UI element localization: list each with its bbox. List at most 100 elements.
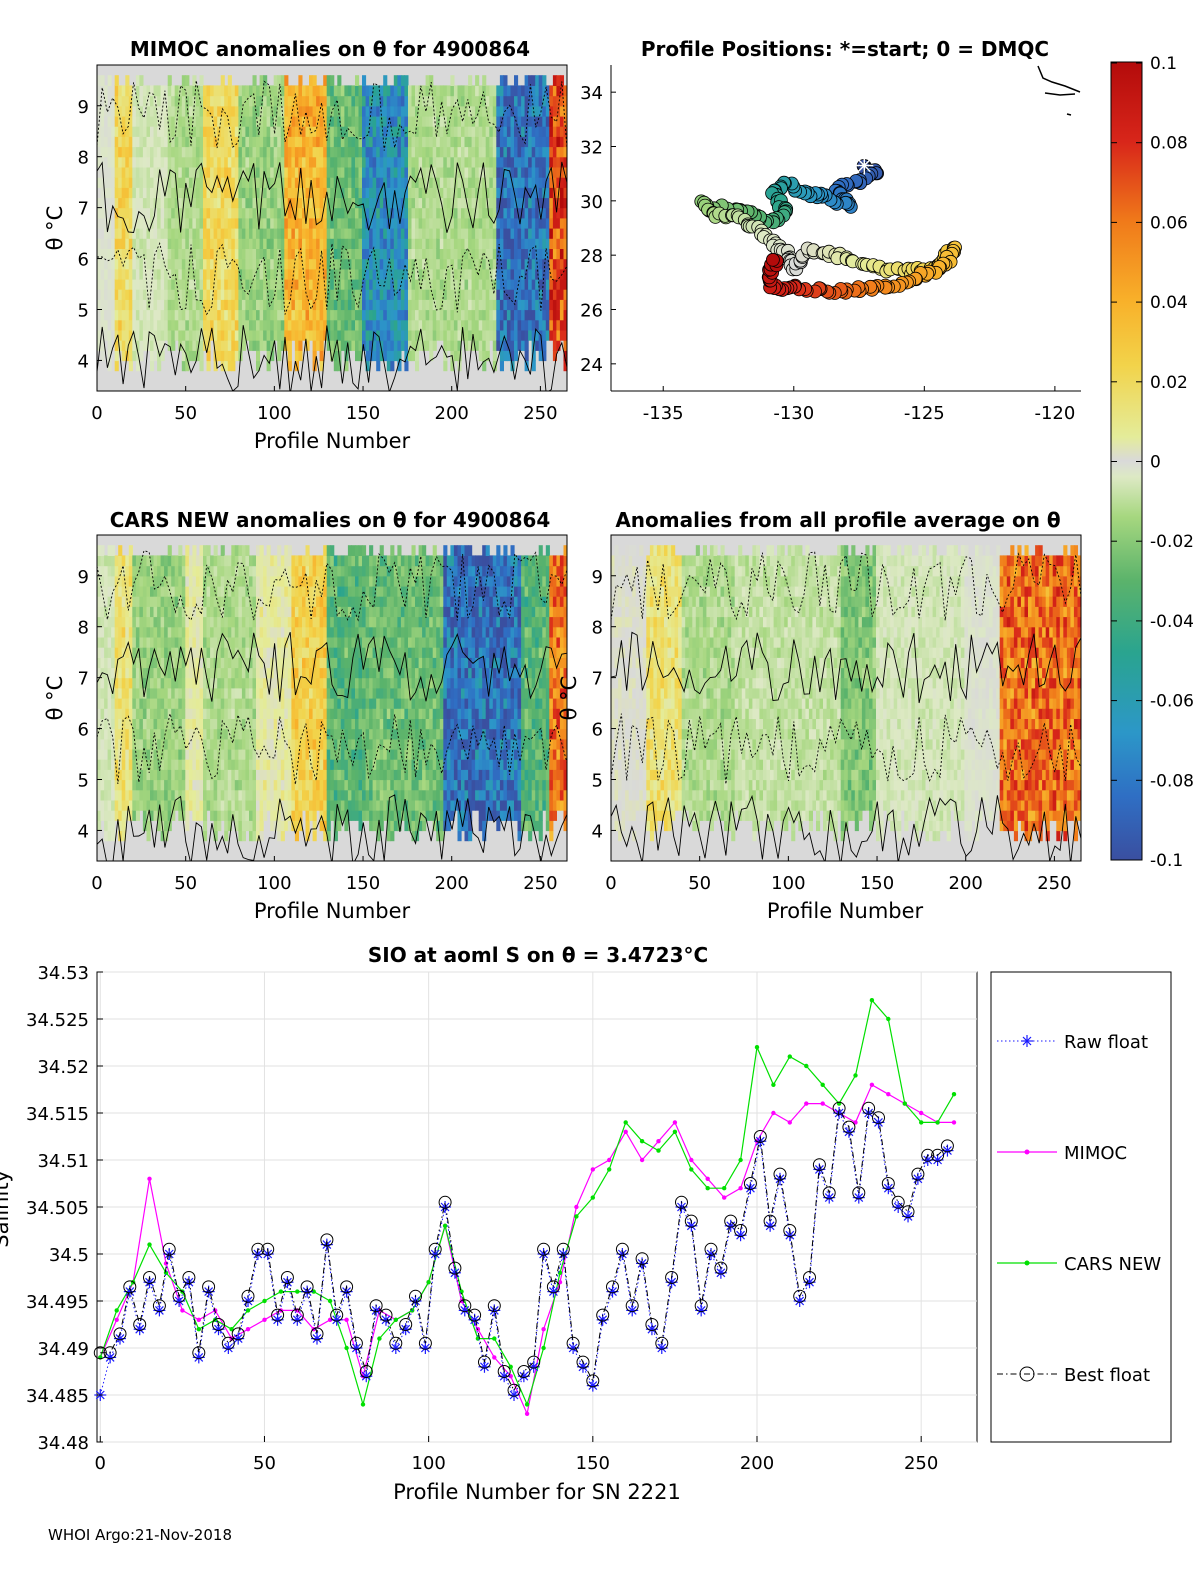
heatmap-cell (150, 228, 155, 239)
heatmap-cell (125, 329, 130, 341)
heatmap-cell (164, 575, 169, 587)
heatmap-cell (443, 136, 448, 148)
heatmap-cell (227, 329, 232, 341)
heatmap-cell (538, 238, 543, 249)
heatmap-cell (563, 146, 567, 158)
heatmap-cell (302, 258, 307, 270)
heatmap-cell (128, 238, 133, 249)
heatmap-cell (142, 228, 147, 239)
heatmap-cell (174, 166, 179, 178)
heatmap-cell (217, 647, 222, 658)
heatmap-cell (210, 596, 215, 607)
heatmap-cell (326, 85, 331, 97)
heatmap-cell (160, 95, 165, 107)
heatmap-cell (362, 126, 367, 137)
heatmap-cell (503, 268, 508, 280)
heatmap-cell (305, 248, 310, 260)
heatmap-cell (563, 278, 567, 290)
heatmap-cell (195, 115, 200, 127)
heatmap-cell (107, 708, 112, 719)
heatmap-cell (528, 289, 533, 300)
heatmap-cell (178, 329, 183, 341)
heatmap-cell (164, 626, 169, 638)
heatmap-cell (107, 555, 112, 567)
heatmap-cell (326, 299, 331, 311)
heatmap-cell (125, 166, 130, 178)
heatmap-cell (188, 309, 193, 321)
heatmap-cell (358, 115, 363, 127)
heatmap-cell (302, 95, 307, 107)
heatmap-cell (524, 166, 529, 178)
heatmap-cell (418, 248, 423, 260)
heatmap-cell (146, 616, 151, 628)
heatmap-cell (344, 228, 349, 239)
heatmap-cell (213, 585, 218, 597)
heatmap-cell (157, 698, 162, 709)
heatmap-cell (386, 228, 391, 239)
heatmap-cell (174, 115, 179, 127)
heatmap-cell (128, 258, 133, 270)
heatmap-cell (563, 329, 567, 341)
heatmap-cell (556, 258, 561, 270)
heatmap-cell (104, 830, 109, 842)
heatmap-cell (150, 340, 155, 351)
heatmap-cell (478, 126, 483, 137)
heatmap-cell (107, 95, 112, 107)
heatmap-cell (252, 197, 257, 209)
heatmap-cell (171, 565, 176, 577)
profile-position-marker (766, 252, 780, 267)
heatmap-cell (408, 187, 413, 199)
heatmap-cell (464, 156, 469, 168)
heatmap-cell (132, 105, 137, 117)
heatmap-cell (386, 258, 391, 270)
y-tick-label: 24 (580, 355, 603, 376)
heatmap-cell (266, 248, 271, 260)
heatmap-cell (178, 319, 183, 331)
heatmap-cell (132, 197, 137, 209)
heatmap-cell (206, 146, 211, 158)
heatmap-cell (153, 667, 158, 679)
heatmap-cell (245, 217, 250, 229)
heatmap-cell (220, 687, 225, 699)
heatmap-cell (192, 238, 197, 249)
heatmap-cell (142, 769, 147, 781)
heatmap-cell (132, 248, 137, 260)
heatmap-cell (408, 309, 413, 321)
heatmap-cell (164, 156, 169, 168)
heatmap-cell (199, 166, 204, 178)
heatmap-cell (563, 299, 567, 311)
heatmap-cell (118, 769, 123, 781)
heatmap-cell (188, 647, 193, 658)
heatmap-cell (132, 708, 137, 719)
heatmap-cell (146, 606, 151, 618)
heatmap-cell (319, 166, 324, 178)
heatmap-cell (383, 197, 388, 209)
heatmap-cell (302, 319, 307, 331)
heatmap-cell (379, 105, 384, 117)
heatmap-cell (457, 177, 462, 188)
heatmap-cell (270, 228, 275, 239)
heatmap-cell (132, 779, 137, 791)
heatmap-cell (224, 238, 229, 249)
heatmap-cell (273, 105, 278, 117)
heatmap-cell (121, 105, 126, 117)
heatmap-cell (482, 126, 487, 137)
heatmap-cell (227, 799, 232, 811)
heatmap-cell (545, 228, 550, 239)
heatmap-cell (220, 769, 225, 781)
heatmap-cell (195, 146, 200, 158)
heatmap-cell (142, 299, 147, 311)
heatmap-cell (206, 105, 211, 117)
heatmap-cell (344, 268, 349, 280)
heatmap-cell (355, 75, 360, 86)
heatmap-cell (535, 207, 540, 219)
heatmap-cell (111, 555, 116, 567)
heatmap-cell (178, 738, 183, 750)
heatmap-cell (436, 207, 441, 219)
heatmap-cell (132, 146, 137, 158)
heatmap-cell (468, 187, 473, 199)
heatmap-cell (192, 748, 197, 760)
heatmap-cell (372, 217, 377, 229)
heatmap-cell (464, 329, 469, 341)
heatmap-cell (376, 115, 381, 127)
